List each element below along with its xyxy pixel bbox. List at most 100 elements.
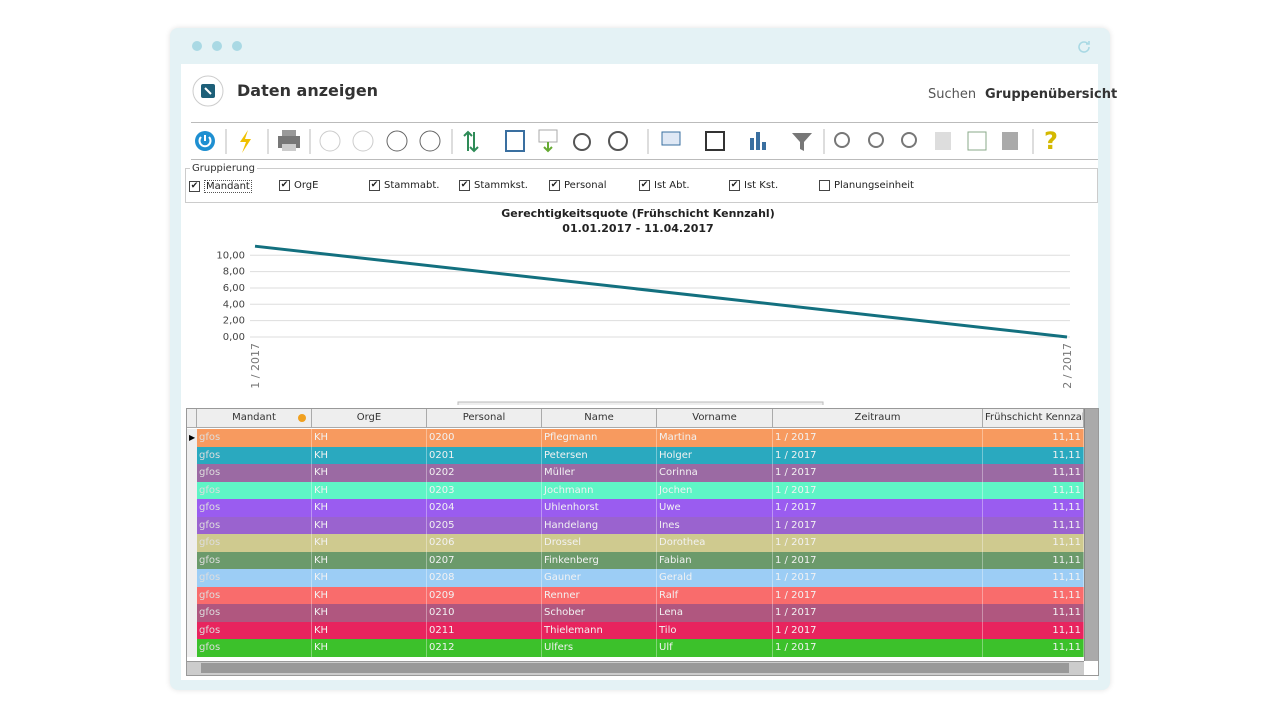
y-tick-label: 8,00 — [223, 267, 245, 278]
table-cell: KH — [312, 569, 427, 587]
toolbar-button[interactable] — [608, 131, 628, 151]
table-row[interactable]: gfos KH 0202 Müller Corinna 1 / 2017 11,11 — [197, 464, 1084, 482]
column-header: Personal — [427, 409, 542, 428]
toolbar-button[interactable] — [661, 131, 681, 146]
table-cell: 1 / 2017 — [773, 639, 983, 657]
grouping-option[interactable]: ✔ Ist Abt. — [639, 180, 690, 191]
table-cell: Ralf — [657, 586, 773, 604]
grouping-option[interactable]: Planungseinheit — [819, 180, 914, 191]
table-cell: 1 / 2017 — [773, 586, 983, 604]
toolbar-button[interactable] — [386, 130, 408, 152]
table-row[interactable]: gfos KH 0205 Handelang Ines 1 / 2017 11,11 — [197, 516, 1084, 534]
grouping-option[interactable]: ✔ Stammkst. — [459, 180, 528, 191]
toolbar-button[interactable] — [240, 130, 251, 153]
table-cell: 11,11 — [983, 534, 1084, 552]
group-overview-link[interactable]: Gruppenübersicht — [985, 87, 1118, 102]
table-cell: gfos — [197, 639, 312, 657]
table-row[interactable]: gfos KH 0209 Renner Ralf 1 / 2017 11,11 — [197, 586, 1084, 604]
grouping-option[interactable]: ✔ OrgE — [279, 180, 318, 191]
option-label: Mandant — [204, 180, 252, 193]
table-cell: Fabian — [657, 551, 773, 569]
table-cell: 11,11 — [983, 639, 1084, 657]
toolbar-button[interactable] — [463, 130, 479, 153]
x-tick-label: 2 / 2017 — [1061, 343, 1074, 389]
checkbox: ✔ — [279, 180, 290, 191]
table-cell: 1 / 2017 — [773, 446, 983, 464]
table-cell: 11,11 — [983, 516, 1084, 534]
help-button[interactable]: ? — [1044, 127, 1058, 155]
toolbar-button[interactable] — [868, 132, 884, 148]
chart: Gerechtigkeitsquote (Frühschicht Kennzah… — [216, 207, 1074, 405]
toolbar-button[interactable] — [538, 129, 558, 153]
toolbar-button[interactable] — [750, 132, 766, 150]
toolbar-button[interactable] — [967, 131, 987, 151]
table-cell: 11,11 — [983, 621, 1084, 639]
toolbar-button[interactable] — [935, 132, 951, 150]
column-header: Frühschicht Kennzahl — [983, 409, 1084, 428]
toolbar-button[interactable] — [834, 132, 850, 148]
table-cell: 11,11 — [983, 464, 1084, 482]
table-row[interactable]: gfos KH 0208 Gauner Gerald 1 / 2017 11,11 — [197, 569, 1084, 587]
table-row[interactable]: gfos KH 0212 Ulfers Ulf 1 / 2017 11,11 — [197, 639, 1084, 657]
chart-subtitle: 01.01.2017 - 11.04.2017 — [562, 222, 713, 235]
toolbar-button[interactable] — [419, 130, 441, 152]
table-cell: 11,11 — [983, 499, 1084, 517]
toolbar-button[interactable] — [901, 132, 917, 148]
table-row[interactable]: gfos KH 0206 Drossel Dorothea 1 / 2017 11,11 — [197, 534, 1084, 552]
table-row[interactable]: gfos KH 0201 Petersen Holger 1 / 2017 11,11 — [197, 446, 1084, 464]
table-cell: 0210 — [427, 604, 542, 622]
divider — [191, 159, 1098, 160]
grouping-option[interactable]: ✔ Personal — [549, 180, 607, 191]
toolbar-button[interactable] — [319, 130, 341, 152]
y-tick-label: 10,00 — [216, 250, 245, 261]
table-row[interactable]: gfos KH 0210 Schober Lena 1 / 2017 11,11 — [197, 604, 1084, 622]
table-cell: 11,11 — [983, 586, 1084, 604]
row-selector — [187, 639, 197, 657]
toolbar-button[interactable] — [1002, 132, 1018, 150]
table-cell: gfos — [197, 464, 312, 482]
grouping-option[interactable]: ✔ Ist Kst. — [729, 180, 778, 191]
toolbar-button[interactable] — [352, 130, 374, 152]
table-cell: 0200 — [427, 429, 542, 447]
window-dot — [232, 41, 242, 51]
grouping-option[interactable]: ✔ Stammabt. — [369, 180, 439, 191]
table-cell: 0202 — [427, 464, 542, 482]
row-selector — [187, 621, 197, 639]
y-tick-label: 6,00 — [223, 283, 245, 294]
grouping-option[interactable]: ✔ Mandant — [189, 180, 252, 193]
table-cell: gfos — [197, 569, 312, 587]
table-cell: Tilo — [657, 621, 773, 639]
table-cell: KH — [312, 621, 427, 639]
table-row[interactable]: gfos KH 0204 Uhlenhorst Uwe 1 / 2017 11,11 — [197, 499, 1084, 517]
divider — [191, 122, 1098, 123]
y-tick-label: 0,00 — [223, 332, 245, 343]
header-corner — [187, 409, 197, 428]
table-cell: KH — [312, 446, 427, 464]
splitter[interactable] — [457, 401, 824, 405]
vertical-scrollbar — [1084, 409, 1098, 661]
refresh-icon[interactable] — [1077, 39, 1091, 53]
checkbox: ✔ — [459, 180, 470, 191]
table-row[interactable]: gfos KH 0200 Pflegmann Martina 1 / 2017 11,11 — [197, 429, 1084, 447]
row-selector — [187, 551, 197, 569]
row-selector — [187, 499, 197, 517]
table-cell: KH — [312, 499, 427, 517]
table-row[interactable]: gfos KH 0203 Jochmann Jochen 1 / 2017 11,11 — [197, 481, 1084, 499]
toolbar-button[interactable] — [792, 133, 812, 151]
table-row[interactable]: gfos KH 0211 Thielemann Tilo 1 / 2017 11,11 — [197, 621, 1084, 639]
search-link[interactable]: Suchen — [928, 87, 977, 102]
table-cell: gfos — [197, 516, 312, 534]
toolbar-button[interactable] — [705, 131, 725, 151]
toolbar-button[interactable] — [195, 131, 215, 151]
table-cell: gfos — [197, 551, 312, 569]
toolbar-button[interactable] — [505, 130, 525, 152]
table-cell: Ulfers — [542, 639, 657, 657]
toolbar-button[interactable] — [278, 130, 300, 151]
table-row[interactable]: gfos KH 0207 Finkenberg Fabian 1 / 2017 11,11 — [197, 551, 1084, 569]
checkbox: ✔ — [639, 180, 650, 191]
table-cell: gfos — [197, 481, 312, 499]
toolbar-button[interactable] — [573, 133, 591, 151]
scroll-thumb — [201, 663, 1069, 673]
table-cell: KH — [312, 464, 427, 482]
